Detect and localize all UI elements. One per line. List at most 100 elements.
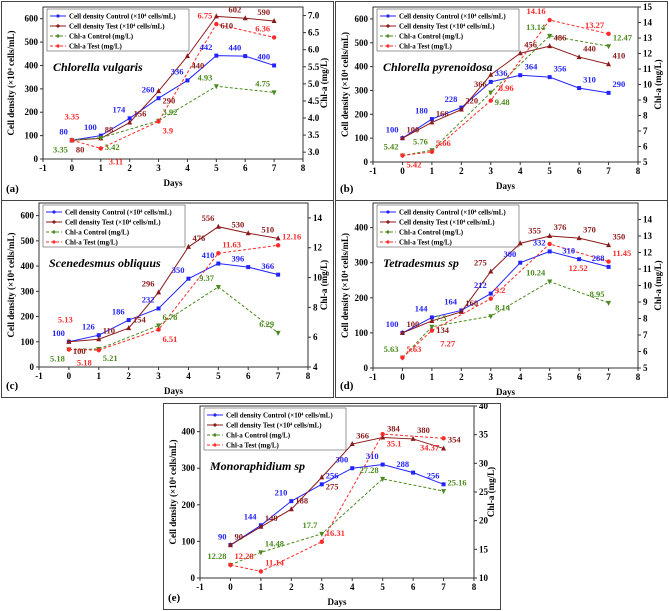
y2-tick-label: 12 [643,248,653,258]
data-label-cell-test: 275 [326,482,339,492]
y-tick-label: 300 [355,85,369,95]
data-label-cell-control: 100 [386,319,399,329]
data-point-cell-control [185,78,190,83]
data-label-cell-test: 486 [554,32,567,42]
data-label-cell-test: 160 [465,298,478,308]
data-point-cell-test [184,53,190,59]
data-label-cell-control: 256 [427,471,440,481]
series-line-chl-control [68,286,279,350]
x-axis-label: Days [163,178,182,188]
data-label-cell-test: 100 [406,124,419,134]
legend-marker [386,220,390,224]
x-tick-label: 4 [350,582,355,592]
legend-item-chl-test: Chl-a Test (mg/L) [399,43,453,51]
data-label-chl-control: 10.24 [526,268,546,278]
data-point-chl-test [606,259,611,264]
data-label-chl-control: 5.21 [103,353,118,363]
data-point-cell-test [227,542,233,548]
species-title: Chlorella vulgaris [53,60,143,74]
data-label-cell-test: 590 [257,7,270,17]
x-tick-label: 7 [276,371,281,381]
y-tick-label: 300 [21,286,35,296]
panel-label: (c) [6,380,19,392]
legend-item-cell-control: Cell density Control (×10⁴ cells/mL) [399,209,506,217]
x-tick-label: 0 [70,163,75,173]
data-label-chl-test: 12.16 [282,232,301,242]
y-tick-label: 500 [25,37,39,47]
legend-marker [386,44,390,48]
legend-marker [52,230,56,234]
data-point-chl-control [488,314,494,320]
data-point-cell-control [488,291,493,296]
data-point-cell-test [429,317,435,323]
data-point-cell-control [246,265,251,270]
data-label-chl-test: 14.16 [527,6,546,16]
data-label-cell-test: 510 [261,225,274,235]
data-label-cell-test: 296 [142,279,155,289]
x-axis-label: Days [327,597,346,607]
data-label-chl-control: 8.14 [495,302,511,312]
data-label-chl-control: 3.42 [105,142,120,152]
data-label-cell-control: 174 [113,105,127,115]
data-label-cell-test: 355 [528,226,541,236]
legend-item-chl-control: Chl-a Control (mg/L) [69,33,134,41]
data-point-cell-test [242,15,248,21]
data-point-cell-control [518,260,523,265]
data-point-cell-test [66,338,72,344]
data-label-chl-test: 34.37 [420,442,440,452]
data-label-cell-control: 228 [445,94,458,104]
y-tick-label: 0 [364,157,369,167]
data-point-cell-control [350,466,355,471]
y-tick-label: 0 [34,154,39,164]
y2-tick-label: 10 [643,281,653,291]
data-point-chl-control [547,33,553,39]
data-label-chl-test: 3.35 [64,111,79,121]
data-point-cell-control [518,73,523,78]
x-tick-label: 0 [400,372,405,382]
data-point-cell-control [429,315,434,320]
data-label-cell-test: 410 [613,50,626,60]
data-point-chl-test [400,355,405,360]
data-point-chl-control [275,330,281,336]
data-point-cell-test [547,43,553,49]
data-point-cell-test [156,289,162,295]
x-tick-label: 1 [259,582,264,592]
data-point-cell-test [488,71,494,77]
legend-item-chl-control: Chl-a Control (mg/L) [399,229,464,237]
data-label-cell-control: 144 [244,512,258,522]
data-point-cell-test [258,523,264,529]
y2-tick-label: 10 [479,573,489,583]
data-label-chl-test: 16.31 [326,528,345,538]
data-point-chl-test [400,153,405,158]
x-tick-label: 7 [272,163,277,173]
data-point-chl-test [214,21,219,27]
data-point-cell-control [186,276,191,281]
data-label-chl-test: 5.42 [406,160,421,170]
y2-tick-label: 13 [643,33,653,43]
data-label-chl-control: 3.92 [163,107,178,117]
x-tick-label: 5 [380,582,385,592]
legend-item-chl-test: Chl-a Test (mg/L) [65,239,119,247]
x-tick-label: -1 [369,166,377,176]
data-point-chl-control [441,489,447,495]
chart-b: -1 0 1 2 3 4 5 6 7 801002003004005006005678910111… [340,2,663,195]
series-line-cell-test [68,226,279,343]
data-point-cell-test [96,336,102,342]
data-label-cell-control: 100 [52,328,65,338]
x-tick-label: 5 [214,163,219,173]
x-tick-label: 8 [306,371,311,381]
y2-tick-label: 40 [479,404,489,411]
data-point-cell-control [156,96,161,101]
data-point-cell-control [429,117,434,122]
x-tick-label: 0 [400,166,405,176]
data-label-cell-test: 88 [105,125,114,135]
data-point-chl-test [380,431,385,437]
y2-tick-label: 9 [643,297,648,307]
y2-tick-label: 12 [643,49,653,59]
data-point-cell-control [216,261,221,266]
data-label-chl-control: 27.28 [360,465,379,475]
data-point-cell-control [243,54,248,59]
y-tick-label: 400 [182,427,196,437]
series-line-cell-control [402,250,609,334]
chart-a: -1 0 1 2 3 4 5 6 7 801002003004005006003.03.54.04… [6,4,329,195]
